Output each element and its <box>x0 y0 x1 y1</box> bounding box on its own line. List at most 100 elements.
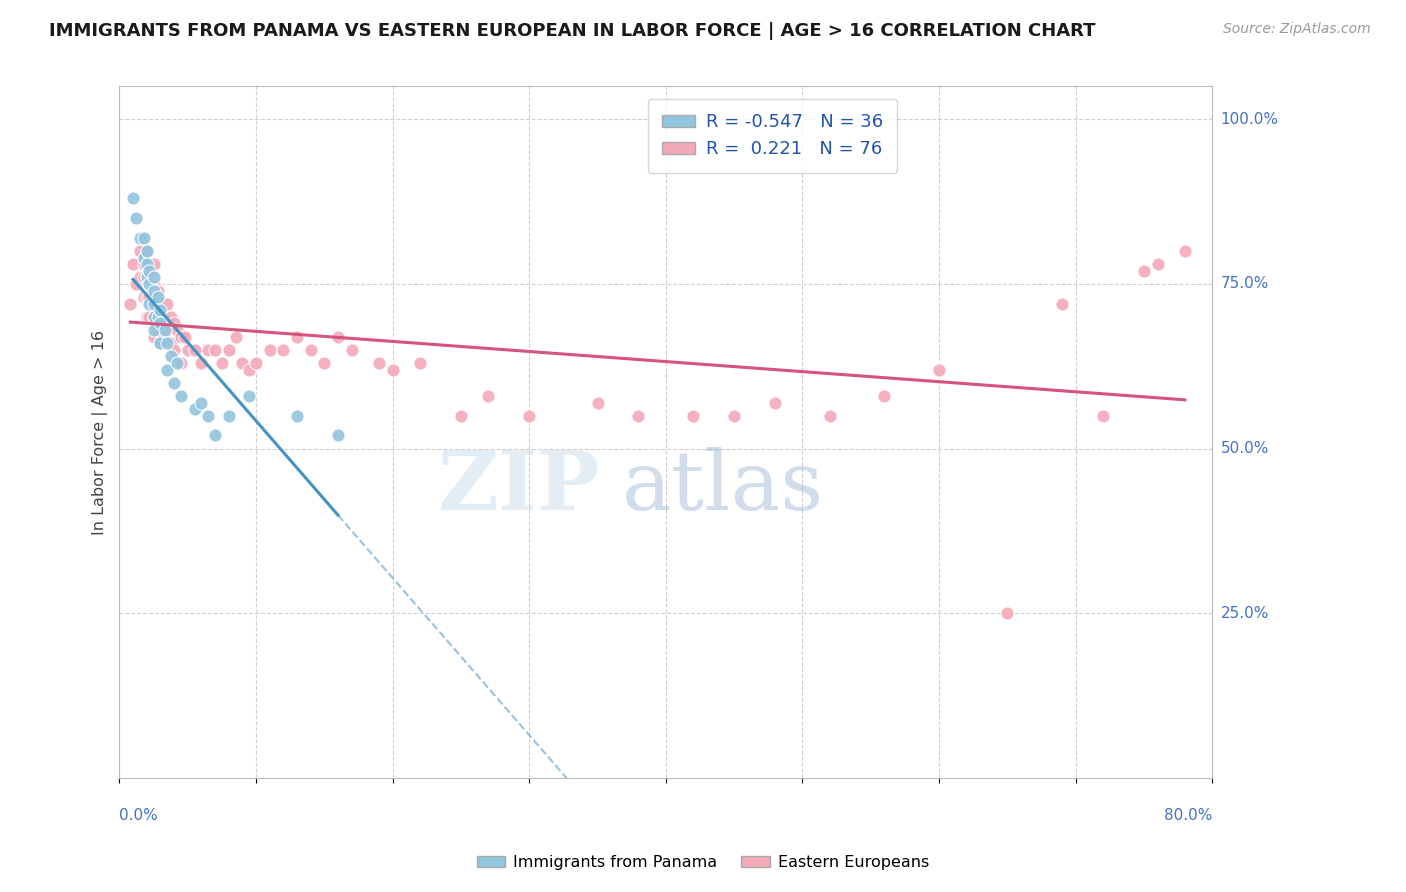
Text: 0.0%: 0.0% <box>120 808 159 823</box>
Legend: Immigrants from Panama, Eastern Europeans: Immigrants from Panama, Eastern European… <box>470 849 936 877</box>
Legend: R = -0.547   N = 36, R =  0.221   N = 76: R = -0.547 N = 36, R = 0.221 N = 76 <box>648 99 897 173</box>
Point <box>142 323 165 337</box>
Point <box>132 251 155 265</box>
Point <box>238 389 260 403</box>
Point <box>450 409 472 423</box>
Point <box>211 356 233 370</box>
Point <box>160 350 183 364</box>
Point <box>146 303 169 318</box>
Point <box>218 343 240 357</box>
Point <box>190 395 212 409</box>
Point <box>170 356 193 370</box>
Text: 100.0%: 100.0% <box>1220 112 1278 127</box>
Text: 80.0%: 80.0% <box>1164 808 1212 823</box>
Point <box>142 257 165 271</box>
Point <box>146 284 169 298</box>
Point <box>183 343 205 357</box>
Point <box>142 296 165 310</box>
Text: 50.0%: 50.0% <box>1220 442 1268 456</box>
Point <box>156 336 179 351</box>
Point <box>340 343 363 357</box>
Point <box>231 356 253 370</box>
Point <box>152 310 174 324</box>
Point <box>146 290 169 304</box>
Point <box>218 409 240 423</box>
Point <box>517 409 540 423</box>
Point <box>142 296 165 310</box>
Point <box>183 402 205 417</box>
Point <box>873 389 896 403</box>
Point <box>1174 244 1197 258</box>
Point <box>586 395 609 409</box>
Point <box>142 310 165 324</box>
Text: ZIP: ZIP <box>437 448 600 527</box>
Point <box>129 231 152 245</box>
Point <box>326 329 349 343</box>
Text: Source: ZipAtlas.com: Source: ZipAtlas.com <box>1223 22 1371 37</box>
Point <box>299 343 322 357</box>
Point <box>1146 257 1168 271</box>
Point <box>477 389 499 403</box>
Point <box>163 343 186 357</box>
Point <box>135 310 157 324</box>
Point <box>285 409 308 423</box>
Point <box>132 231 155 245</box>
Point <box>138 270 160 285</box>
Point <box>190 356 212 370</box>
Point <box>166 323 188 337</box>
Point <box>135 257 157 271</box>
Point <box>627 409 650 423</box>
Point <box>138 296 160 310</box>
Point <box>149 317 172 331</box>
Point <box>135 290 157 304</box>
Point <box>135 244 157 258</box>
Point <box>125 277 148 291</box>
Point <box>138 277 160 291</box>
Point <box>170 389 193 403</box>
Point <box>409 356 432 370</box>
Point <box>163 376 186 390</box>
Point <box>132 290 155 304</box>
Point <box>197 343 219 357</box>
Point <box>928 362 950 376</box>
Point <box>177 343 200 357</box>
Point <box>170 329 193 343</box>
Point <box>129 244 152 258</box>
Point <box>160 336 183 351</box>
Point <box>259 343 281 357</box>
Point <box>238 362 260 376</box>
Point <box>153 323 176 337</box>
Point <box>142 310 165 324</box>
Point <box>1050 296 1073 310</box>
Point <box>152 329 174 343</box>
Point <box>1091 409 1114 423</box>
Point <box>156 362 179 376</box>
Point <box>122 257 145 271</box>
Point <box>166 356 188 370</box>
Point <box>146 310 169 324</box>
Point <box>149 336 172 351</box>
Point <box>245 356 267 370</box>
Point <box>149 303 172 318</box>
Point <box>142 284 165 298</box>
Point <box>995 607 1018 621</box>
Point <box>368 356 391 370</box>
Point <box>156 296 179 310</box>
Point <box>135 244 157 258</box>
Text: 75.0%: 75.0% <box>1220 277 1268 292</box>
Point <box>163 317 186 331</box>
Point <box>273 343 295 357</box>
Point <box>204 428 226 442</box>
Point <box>326 428 349 442</box>
Y-axis label: In Labor Force | Age > 16: In Labor Force | Age > 16 <box>93 330 108 534</box>
Point <box>129 270 152 285</box>
Point <box>149 336 172 351</box>
Text: 25.0%: 25.0% <box>1220 606 1268 621</box>
Point <box>160 310 183 324</box>
Point <box>142 277 165 291</box>
Point <box>156 323 179 337</box>
Point <box>138 290 160 304</box>
Point <box>174 329 197 343</box>
Point <box>723 409 745 423</box>
Point <box>132 257 155 271</box>
